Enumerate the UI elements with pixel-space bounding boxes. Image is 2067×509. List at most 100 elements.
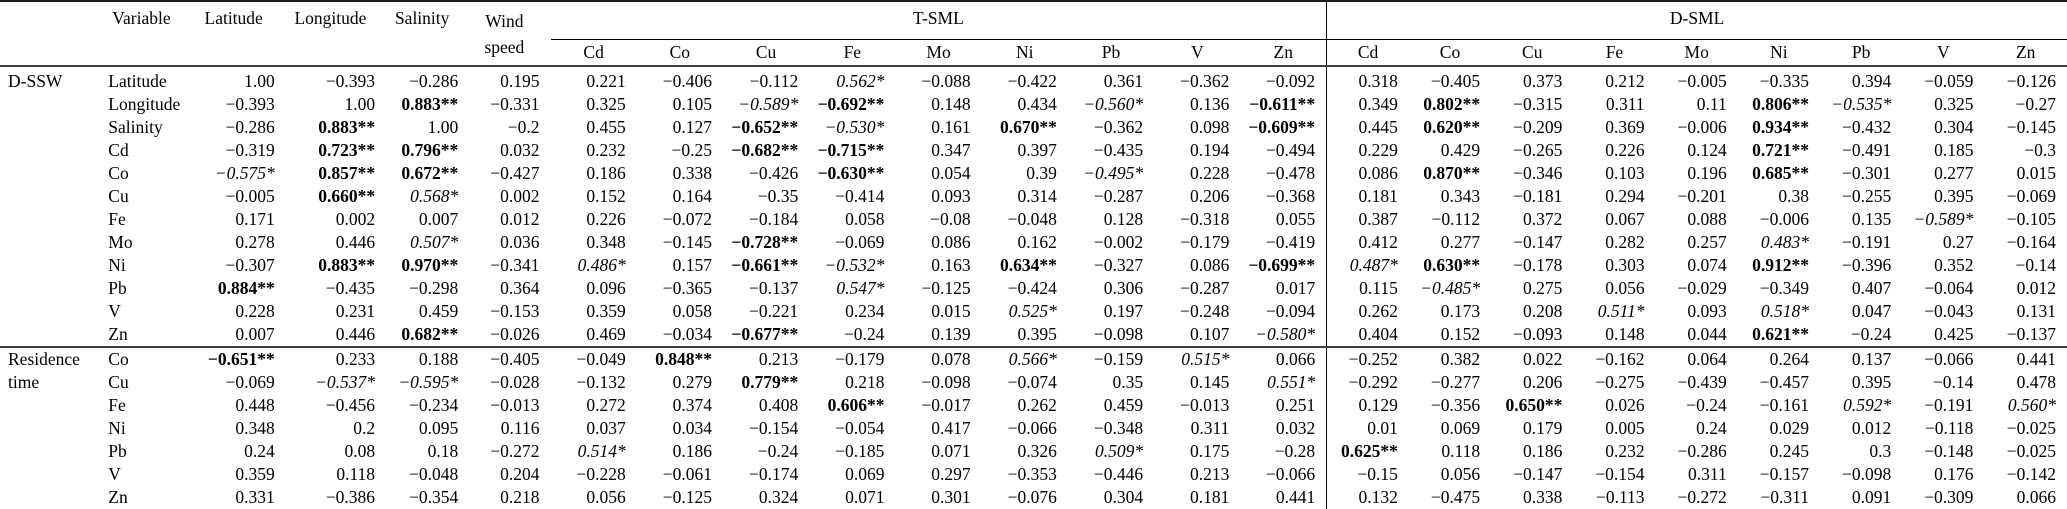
- corr-value: −0.025: [2006, 418, 2056, 438]
- table-row: V 0.359 0.118 −0.048 0.204 −0.228 −0.061 −0.174…: [0, 463, 2067, 486]
- corr-value: −0.354: [409, 487, 459, 507]
- corr-value: 0.135: [1851, 209, 1892, 229]
- corr-value: 0.325: [586, 94, 626, 114]
- corr-value: 0.029: [1769, 418, 1809, 438]
- corr-value: 0.397: [1017, 140, 1057, 160]
- corr-value: 0.387: [1358, 209, 1398, 229]
- table-row: Fe 0.448 −0.456 −0.234 −0.013 0.272 0.374 0.408…: [0, 394, 2067, 417]
- corr-value: 0.318: [1358, 71, 1398, 91]
- corr-value: −0.074: [1007, 372, 1057, 392]
- corr-value: 0.518*: [1760, 301, 1809, 321]
- corr-value: −0.145: [662, 232, 712, 252]
- corr-value: 0.331: [235, 487, 275, 507]
- corr-value: −0.439: [1677, 372, 1727, 392]
- corr-value: 0.338: [672, 163, 712, 183]
- col-header-dsml-fe: Fe: [1605, 42, 1624, 62]
- row-variable: Salinity: [108, 117, 163, 137]
- corr-value: 0.361: [1103, 71, 1144, 91]
- corr-value: 0.196: [1687, 163, 1727, 183]
- corr-value: 0.107: [1190, 324, 1230, 344]
- corr-value: −0.048: [409, 464, 459, 484]
- corr-value: 0.359: [586, 301, 626, 321]
- row-variable: Co: [108, 346, 193, 371]
- corr-value: −0.066: [1902, 346, 1985, 371]
- table-row: V 0.228 0.231 0.459 −0.153 0.359 0.058 −0.221 0.…: [0, 300, 2067, 323]
- corr-value: 0.095: [418, 418, 459, 438]
- corr-value: 0.218: [500, 487, 540, 507]
- corr-value: 0.487*: [1349, 255, 1398, 275]
- corr-value: −0.419: [1240, 231, 1328, 254]
- corr-value: 0.137: [1820, 346, 1903, 371]
- col-header-tsml-mo: Mo: [926, 42, 951, 62]
- corr-value: −0.002: [1093, 232, 1144, 252]
- corr-value: 0.228: [1190, 163, 1230, 183]
- corr-value: −0.017: [921, 395, 971, 415]
- corr-value: −0.148: [1924, 441, 1974, 461]
- corr-value: 0.262: [1358, 301, 1398, 321]
- row-variable: Mo: [108, 232, 133, 252]
- col-header-tsml-cu: Cu: [755, 42, 777, 62]
- corr-value: −0.589*: [738, 94, 799, 114]
- row-variable: Cu: [108, 186, 129, 206]
- corr-value: −0.088: [921, 71, 971, 91]
- corr-value: −0.301: [1841, 163, 1892, 183]
- corr-value: 0.359: [235, 464, 275, 484]
- row-variable: Fe: [108, 395, 126, 415]
- corr-value: 0.630**: [1423, 255, 1481, 275]
- corr-value: 0.478: [2016, 372, 2056, 392]
- corr-value: 0.163: [931, 255, 971, 275]
- group-header-dsml: D-SML: [1326, 1, 2067, 40]
- corr-value: 0.272: [586, 395, 626, 415]
- col-header-tsml-fe: Fe: [843, 42, 862, 62]
- corr-value: −0.315: [1513, 94, 1563, 114]
- corr-value: 0.325: [1934, 94, 1974, 114]
- corr-value: −0.435: [1093, 140, 1144, 160]
- corr-value: 0.208: [1522, 301, 1563, 321]
- corr-value: 0.148: [1605, 324, 1645, 344]
- col-header-dsml-mo: Mo: [1684, 42, 1709, 62]
- corr-value: 0.105: [672, 94, 712, 114]
- corr-value: 0.173: [1440, 301, 1481, 321]
- corr-value: −0.311: [1760, 487, 1809, 507]
- corr-value: 0.071: [845, 487, 885, 507]
- corr-value: −0.154: [748, 418, 799, 438]
- corr-value: 0.221: [586, 71, 626, 91]
- corr-value: 0.294: [1605, 186, 1645, 206]
- corr-value: 0.118: [336, 464, 376, 484]
- corr-value: 0.032: [500, 140, 540, 160]
- corr-value: −0.049: [550, 346, 637, 371]
- corr-value: −0.137: [2006, 324, 2056, 344]
- corr-value: 0.395: [1934, 186, 1974, 206]
- corr-value: 0.186: [586, 163, 626, 183]
- corr-value: 0.091: [1851, 487, 1892, 507]
- col-header-dsml-cu: Cu: [1522, 42, 1543, 62]
- wind-line2: speed: [484, 37, 525, 57]
- corr-value: −0.272: [1677, 487, 1727, 507]
- corr-value: 0.311: [1688, 464, 1727, 484]
- corr-value: 0.625**: [1341, 441, 1398, 461]
- corr-value: 0.056: [586, 487, 626, 507]
- corr-value: −0.393: [325, 71, 376, 91]
- corr-value: −0.006: [1759, 209, 1809, 229]
- corr-value: −0.365: [662, 278, 712, 298]
- corr-value: 0.441: [1240, 486, 1328, 509]
- corr-value: −0.153: [490, 301, 540, 321]
- corr-value: 0.568*: [410, 186, 459, 206]
- corr-value: 0.213: [1190, 464, 1230, 484]
- corr-value: −0.191: [1841, 232, 1892, 252]
- corr-value: −0.537*: [315, 372, 376, 392]
- corr-value: −0.435: [325, 278, 376, 298]
- corr-value: 0.044: [1687, 324, 1727, 344]
- corr-value: 0.779**: [741, 372, 799, 392]
- corr-value: 0.139: [931, 324, 971, 344]
- corr-value: −0.005: [1677, 71, 1727, 91]
- corr-value: 0.547*: [836, 278, 885, 298]
- corr-value: −0.174: [748, 464, 799, 484]
- corr-value: 0.179: [1522, 418, 1563, 438]
- corr-value: 0.566*: [981, 346, 1068, 371]
- corr-value: 0.002: [335, 209, 376, 229]
- corr-value: 0.311: [1605, 94, 1645, 114]
- corr-value: 0.394: [1851, 71, 1892, 91]
- corr-value: 0.078: [895, 346, 982, 371]
- corr-value: −0.14: [2015, 255, 2057, 275]
